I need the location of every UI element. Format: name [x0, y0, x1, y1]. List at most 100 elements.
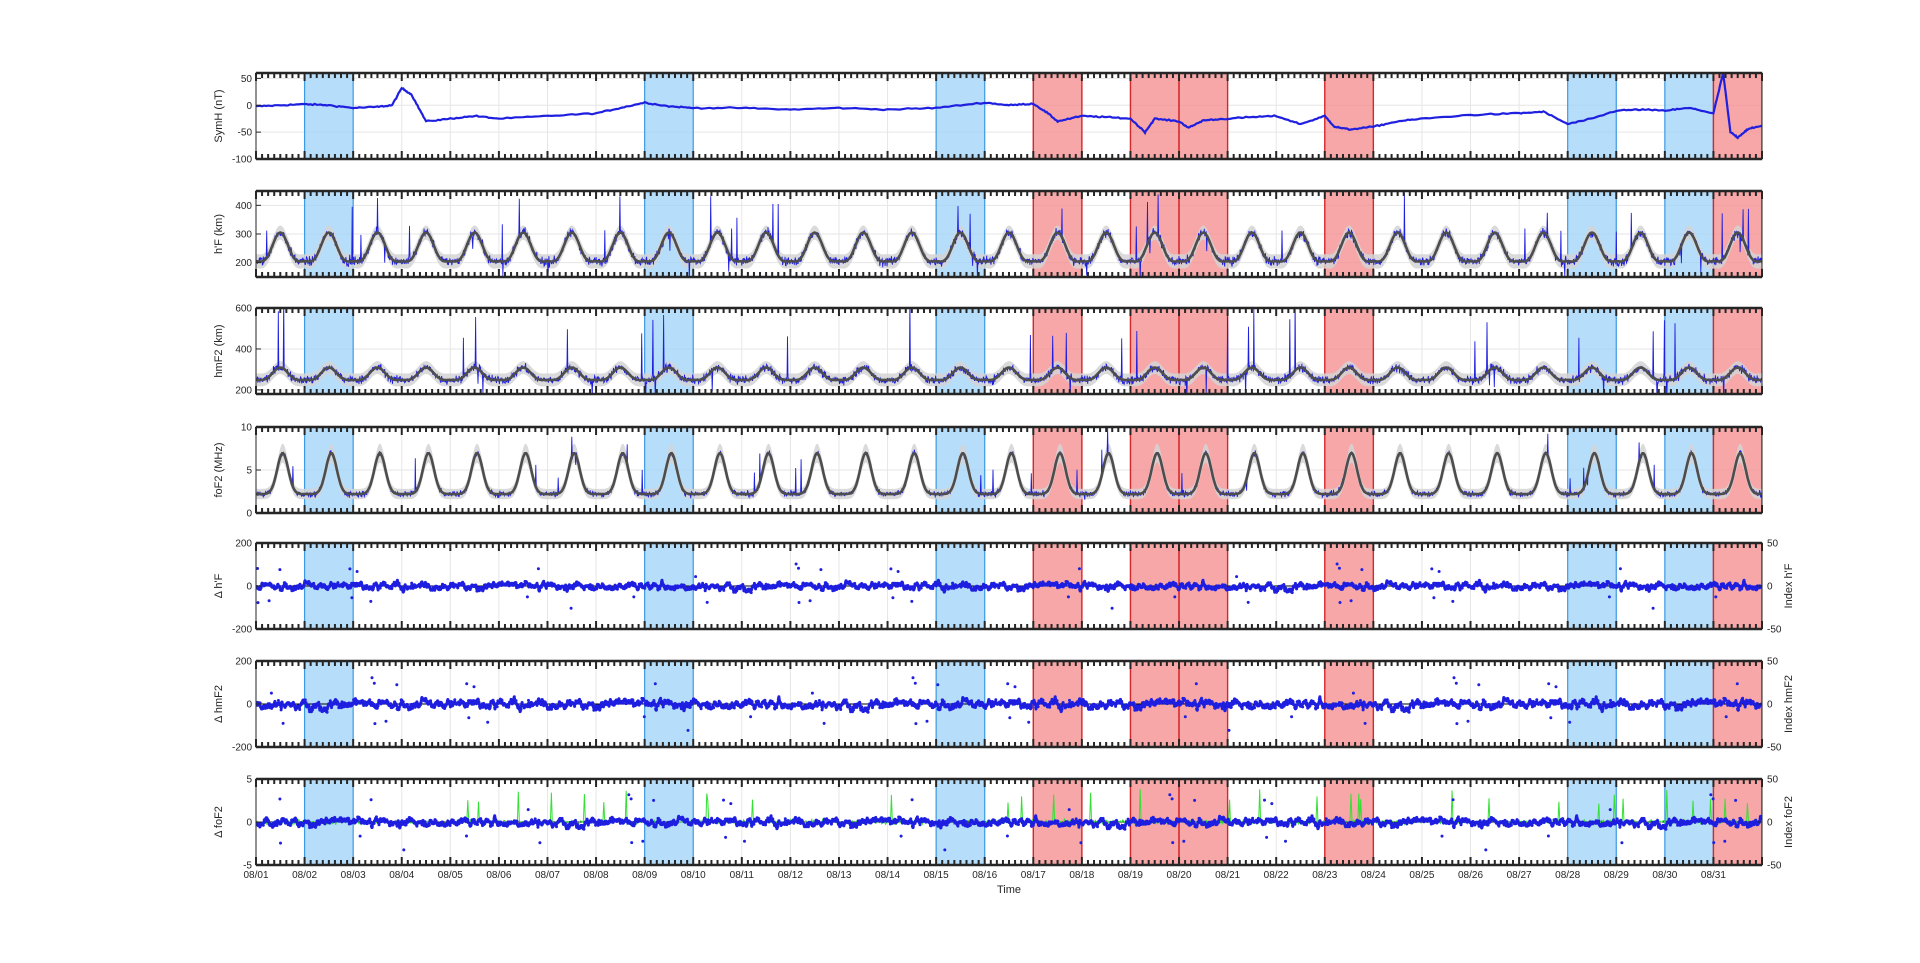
median-line-fof2 [256, 452, 1762, 496]
quiet-day-band [304, 427, 354, 513]
y-tick-label: 400 [235, 344, 252, 355]
quiet-day-band [644, 427, 694, 513]
quiet-day-band [936, 73, 985, 159]
delta-point [963, 585, 967, 589]
delta-point [938, 581, 942, 585]
quiet-day-band [304, 73, 354, 159]
delta-point [514, 581, 518, 585]
delta-point [256, 567, 259, 570]
symh-series-line [256, 73, 1762, 140]
storm-day-band [1033, 73, 1082, 159]
plot-area-hmf2 [256, 308, 1762, 394]
y-axis-label-hmf2: hmF2 (km) [213, 324, 225, 377]
delta-point [267, 599, 271, 603]
delta-point [278, 568, 282, 572]
delta-point [525, 581, 529, 585]
y-tick-label: -100 [232, 155, 252, 166]
median-line-hmf2 [256, 366, 1762, 382]
delta-point [727, 581, 731, 585]
quiet-day-band [1664, 73, 1714, 159]
y-tick-label: 0 [246, 509, 252, 520]
storm-day-band [1130, 73, 1180, 159]
plot-area-hpf [256, 191, 1762, 277]
storm-day-band [1179, 73, 1228, 159]
delta-point [819, 568, 823, 572]
median-band-hmf2 [256, 361, 1762, 387]
delta-point [355, 570, 359, 573]
y-tick-label: 0 [246, 101, 252, 112]
delta-point [348, 567, 352, 571]
delta-point [694, 575, 698, 579]
delta-point [564, 583, 568, 587]
panel-hmf2: 600 400 200 hmF2 (km) [213, 304, 1763, 396]
storm-day-band [1324, 427, 1374, 513]
plot-area-dhpf [256, 543, 1762, 629]
delta-point [919, 586, 923, 590]
delta-point [425, 585, 429, 589]
quiet-day-band [1567, 427, 1617, 513]
y-tick-label: 300 [235, 230, 252, 241]
quiet-day-band [644, 73, 694, 159]
delta-point [722, 588, 726, 592]
delta-point [808, 599, 812, 603]
delta-point [705, 600, 709, 604]
delta-point [632, 595, 636, 599]
storm-day-band [1324, 73, 1374, 159]
y-tick-label: 200 [235, 258, 252, 269]
delta-point [943, 588, 947, 592]
panel-hpf: 400 300 200 h'F (km) [213, 189, 1763, 279]
delta-point [889, 567, 893, 571]
y-axis-label-hpf: h'F (km) [213, 214, 225, 254]
y-tick-label: 400 [235, 201, 252, 212]
delta-point [369, 599, 373, 603]
delta-point [595, 587, 599, 591]
delta-point [896, 570, 900, 573]
delta-point [749, 591, 753, 595]
delta-point [682, 583, 686, 587]
y-axis-label-symh: SymH (nT) [213, 89, 225, 142]
delta-point [378, 586, 382, 590]
delta-point [797, 601, 801, 604]
y-tick-label: -50 [238, 128, 253, 139]
storm-day-band [1033, 427, 1082, 513]
delta-point [256, 601, 260, 605]
y-tick-label: 5 [246, 466, 252, 477]
plot-area-symh [256, 73, 1762, 159]
delta-point [397, 581, 401, 585]
panel-symh: 50 0 -50 -100 SymH (nT) [213, 71, 1763, 166]
plot-area-fof2 [256, 427, 1762, 513]
delta-point [402, 588, 406, 592]
storm-day-band [1179, 427, 1228, 513]
quiet-day-band [1567, 73, 1617, 159]
delta-point [615, 587, 619, 591]
y-tick-label: 200 [235, 385, 252, 396]
panel-fof2: 10 5 0 foF2 (MHz) [213, 423, 1763, 520]
delta-point [350, 596, 354, 600]
delta-point [966, 585, 970, 589]
delta-point [1066, 581, 1070, 585]
delta-point [891, 596, 895, 600]
delta-point [1055, 581, 1059, 585]
delta-point [643, 586, 647, 590]
delta-point [422, 585, 426, 589]
delta-point [1066, 595, 1070, 599]
storm-day-band [1713, 427, 1762, 513]
quiet-day-band [936, 427, 985, 513]
delta-point [797, 566, 800, 570]
storm-day-band [1713, 73, 1762, 159]
storm-day-band [1130, 427, 1180, 513]
scatter-points-dhpf [256, 562, 1762, 610]
delta-point [910, 599, 914, 603]
y-tick-label: 600 [235, 304, 252, 315]
delta-point [525, 595, 529, 599]
median-line-hpf [256, 231, 1762, 263]
y-tick-label: 50 [241, 74, 253, 85]
y-axis-label-fof2: foF2 (MHz) [213, 443, 225, 498]
delta-point [536, 567, 540, 571]
quiet-day-band [1664, 427, 1714, 513]
delta-point [542, 579, 546, 583]
y-tick-label: 10 [241, 423, 253, 434]
